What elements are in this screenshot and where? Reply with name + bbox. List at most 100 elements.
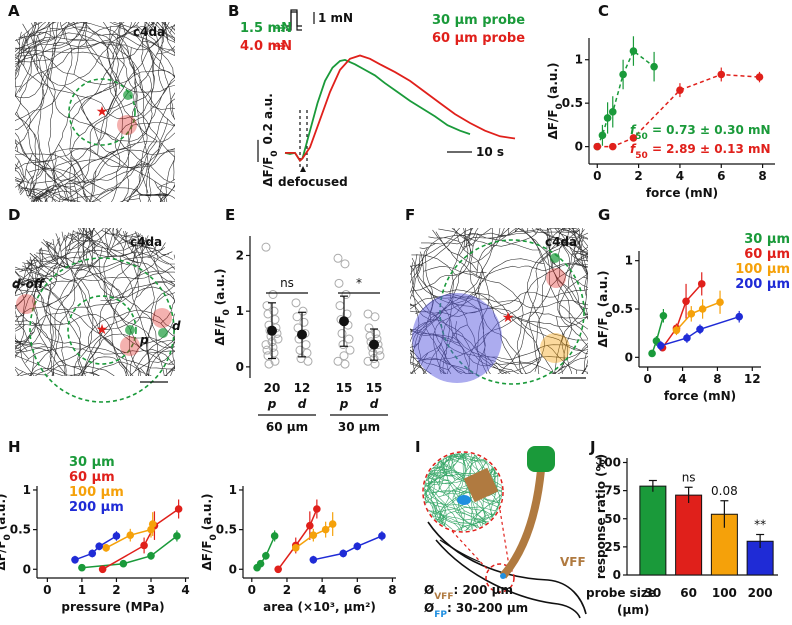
point <box>303 356 313 366</box>
probe-site <box>412 293 502 383</box>
y-tick-label: 0.5 <box>216 523 237 537</box>
point <box>174 505 183 513</box>
x-tick-label: 2 <box>634 169 642 183</box>
bar <box>675 494 703 576</box>
point <box>374 345 384 355</box>
stim-scale-label: 1 mN <box>318 11 353 25</box>
probe-label: 30 µm <box>338 420 380 434</box>
point <box>306 521 314 530</box>
point <box>88 549 97 558</box>
y-axis-label: response ratio (%) <box>594 454 608 579</box>
x-tick-label: 8 <box>388 583 396 597</box>
point <box>274 565 282 574</box>
size-label: ØFP: 30-200 µm <box>424 601 528 620</box>
y-tick-label: 0.5 <box>562 96 583 110</box>
y-axis-label-part: 0.2 a.u. <box>261 93 275 144</box>
y-tick-label: 1 <box>575 53 583 67</box>
x-tick-label: 0 <box>43 583 51 597</box>
x-axis-label: probe size <box>586 586 656 600</box>
point <box>321 525 330 534</box>
y-tick-label: 25 <box>604 540 621 554</box>
y-axis-label-part: ΔF/F <box>546 109 560 139</box>
annotation-part: 50 <box>635 132 648 142</box>
y-tick-label: 0 <box>613 568 621 582</box>
y-axis-label-part: ΔF/F <box>213 315 227 345</box>
arrow <box>300 166 306 172</box>
legend-entry: 200 µm <box>735 277 790 292</box>
group-site: p <box>267 397 277 411</box>
panel-label: B <box>228 2 239 20</box>
group-n: 12 <box>294 381 311 395</box>
y-tick-label: 1 <box>229 483 237 497</box>
point <box>650 62 658 71</box>
point <box>339 549 348 558</box>
x-tick-label: 4 <box>678 372 686 386</box>
x-axis-label: pressure (MPa) <box>61 600 164 614</box>
y-axis-label-part: 0 <box>209 534 219 540</box>
series-line <box>277 508 318 570</box>
y-axis-label-part: ΔF/F <box>596 317 610 347</box>
soma-star: ★ <box>96 104 109 120</box>
x-tick-label: 200 <box>748 586 773 600</box>
note: defocused <box>278 175 348 189</box>
probe-site <box>117 115 137 135</box>
point <box>697 280 706 288</box>
y-tick-label: 1 <box>23 483 31 497</box>
probe-site <box>158 328 168 338</box>
y-axis-label-part: ΔF/F <box>0 540 8 570</box>
legend-entry: 200 µm <box>69 500 124 515</box>
point <box>603 114 612 122</box>
y-axis-label: ΔF/F0 (a.u.) <box>200 493 219 570</box>
x-scale-label: 10 s <box>476 145 504 159</box>
group-n: 15 <box>366 381 383 395</box>
series-line <box>675 301 721 331</box>
y-tick-label: 0 <box>575 140 583 154</box>
legend-entry: 30 µm <box>744 232 790 247</box>
point <box>140 541 148 550</box>
x-tick-label: 0 <box>248 583 256 597</box>
probe-site <box>120 336 140 356</box>
point <box>328 520 337 528</box>
x-tick-label: 0 <box>593 169 601 183</box>
legend-entry: 60 µm probe <box>432 31 525 46</box>
y-axis-label: ΔF/F0 (a.u.) <box>546 62 565 139</box>
point <box>353 542 362 551</box>
point <box>98 565 107 574</box>
neuron-dendrites <box>15 22 175 202</box>
point <box>682 297 690 306</box>
probe-site <box>16 294 36 314</box>
series-line <box>597 73 760 148</box>
stim-step <box>286 11 302 27</box>
point <box>370 312 380 322</box>
point <box>341 289 351 299</box>
stimulus-label: 4.0 mN <box>240 39 292 54</box>
x-tick-label: 4 <box>181 583 189 597</box>
group-site: p <box>339 397 349 411</box>
panel-label: J <box>589 438 596 456</box>
mean <box>339 316 349 327</box>
point <box>291 544 300 552</box>
y-axis-label-part: ΔF/F <box>200 540 214 570</box>
y-tick-label: 0 <box>625 350 633 364</box>
annotation: ns <box>682 470 696 484</box>
y-axis-label-part: (a.u.) <box>546 62 560 99</box>
y-axis-label-part: (a.u.) <box>0 493 8 530</box>
neuron-label: c4da <box>130 235 162 249</box>
x-tick-label: 3 <box>147 583 155 597</box>
point <box>337 328 347 338</box>
size-sub: VFF <box>434 592 453 602</box>
point <box>102 544 110 552</box>
point <box>629 134 638 142</box>
point <box>345 345 355 355</box>
point <box>676 86 684 94</box>
y-axis-label-part: 0 <box>555 103 565 109</box>
size-text: : 200 µm <box>453 583 513 597</box>
trace <box>285 54 516 162</box>
panel-label: E <box>225 206 235 224</box>
group-n: 15 <box>336 381 353 395</box>
point <box>698 305 707 313</box>
probe-site <box>125 325 135 335</box>
mean <box>297 329 307 340</box>
stim-region <box>68 78 136 146</box>
x-tick-label: 8 <box>713 372 721 386</box>
